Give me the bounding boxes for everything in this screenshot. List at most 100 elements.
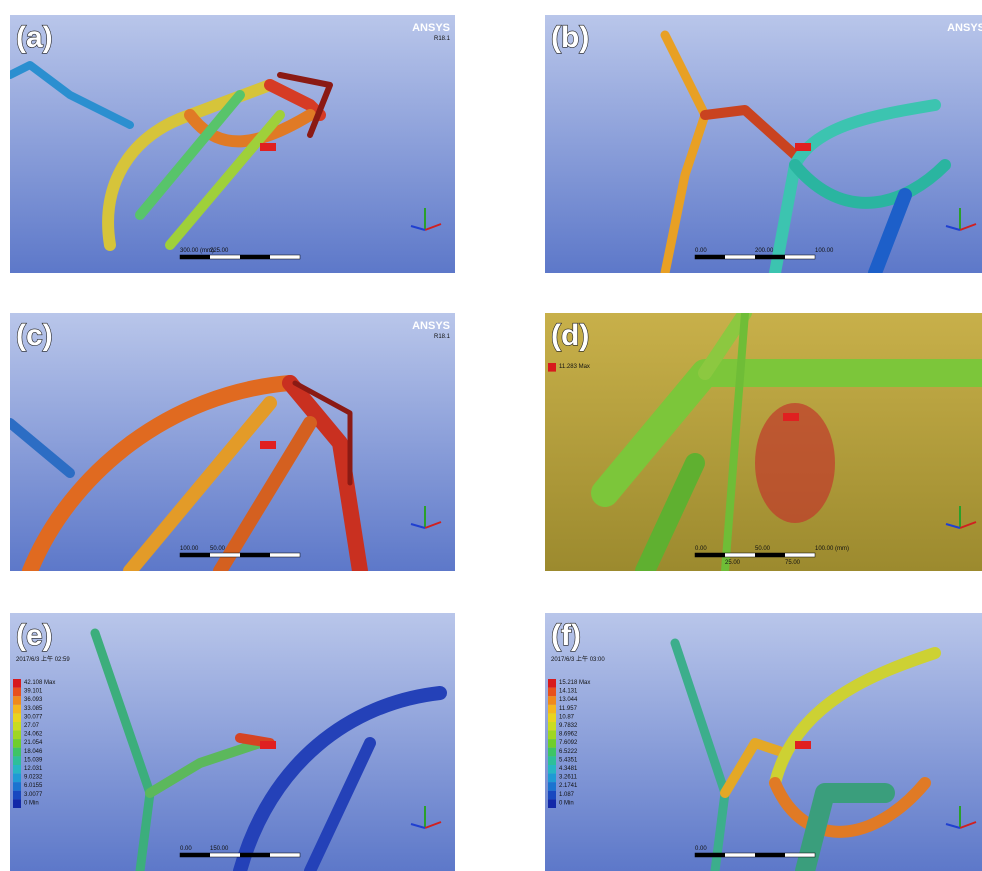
legend-value: 7.6092: [559, 740, 578, 746]
panel-label: (a): [16, 21, 53, 54]
legend-swatch: [548, 722, 556, 731]
scale-label: 300.00 (mm): [180, 248, 214, 254]
scale-label: 0.00: [695, 248, 707, 254]
legend-value: 1.087: [559, 792, 575, 798]
ansys-version: R18.1: [434, 36, 451, 42]
legend-swatch: [548, 688, 556, 697]
legend-swatch: [13, 722, 21, 731]
legend-swatch: [13, 696, 21, 705]
panel-label: (c): [16, 319, 53, 352]
legend-value: 3.0077: [24, 792, 43, 798]
max-marker: [783, 413, 799, 421]
legend-value: 0 Min: [559, 800, 574, 806]
legend-value: 36.093: [24, 697, 43, 703]
scale-bar-segment: [240, 553, 270, 557]
background: [545, 15, 982, 273]
scale-bar-segment: [180, 853, 210, 857]
max-marker: [795, 143, 811, 151]
legend-value: 33.085: [24, 706, 43, 712]
scale-label: 100.00: [815, 248, 834, 254]
scale-label: 150.00: [210, 846, 229, 852]
scale-bar-segment: [695, 553, 725, 557]
legend-value: 2.1741: [559, 783, 578, 789]
legend-swatch: [548, 791, 556, 800]
legend-value: 9.7832: [559, 723, 578, 729]
legend-swatch: [13, 688, 21, 697]
legend-swatch: [13, 679, 21, 688]
scale-label: 50.00: [755, 546, 771, 552]
ansys-logo: ANSYS: [412, 320, 450, 332]
panel-label: (d): [551, 319, 589, 352]
legend-swatch: [13, 782, 21, 791]
legend-swatch: [13, 705, 21, 714]
legend-value: 6.5222: [559, 749, 578, 755]
legend-value: 11.283 Max: [559, 364, 590, 370]
legend-value: 3.2611: [559, 775, 578, 781]
legend-value: 14.131: [559, 689, 578, 695]
scale-bar-segment: [240, 255, 270, 259]
panel-label: (e): [16, 619, 53, 652]
scale-label: 100.00: [180, 546, 199, 552]
legend-value: 30.077: [24, 714, 43, 720]
ansys-logo: ANSYS: [412, 22, 450, 34]
legend-swatch: [548, 748, 556, 757]
panel-label: (b): [551, 21, 589, 54]
scale-label: 50.00: [210, 546, 226, 552]
legend-swatch: [548, 696, 556, 705]
legend-swatch: [548, 774, 556, 783]
legend-swatch: [13, 774, 21, 783]
timestamp: 2017/6/3 上午 03:00: [551, 655, 605, 663]
max-marker: [260, 741, 276, 749]
render-panel: (a) ANSYS R18.1 300.00 (mm)225.00: [10, 15, 455, 273]
scale-bar-segment: [755, 553, 785, 557]
legend-value: 12.031: [24, 766, 43, 772]
legend-value: 15.218 Max: [559, 680, 590, 686]
legend-value: 0 Min: [24, 800, 39, 806]
legend-swatch: [13, 799, 21, 808]
legend-swatch: [548, 363, 556, 372]
background: [10, 613, 455, 871]
legend-swatch: [13, 739, 21, 748]
legend-swatch: [13, 731, 21, 740]
ansys-logo: ANSYS: [947, 22, 982, 34]
max-marker: [795, 741, 811, 749]
legend-swatch: [13, 765, 21, 774]
legend-value: 11.957: [559, 706, 578, 712]
scale-label: 75.00: [785, 560, 801, 566]
scale-bar-segment: [240, 853, 270, 857]
figure: (a) ANSYS R18.1 300.00 (mm)225.00 (b) ANSYS 0.…: [0, 0, 982, 870]
legend-value: 24.062: [24, 732, 43, 738]
scale-bar-segment: [755, 255, 785, 259]
legend-swatch: [548, 713, 556, 722]
legend-value: 8.6962: [559, 732, 578, 738]
legend-value: 10.87: [559, 714, 575, 720]
scale-label: 25.00: [725, 560, 741, 566]
scale-bar-segment: [695, 853, 725, 857]
scale-label: 0.00: [180, 846, 192, 852]
panel-label: (f): [551, 619, 581, 652]
legend-value: 18.046: [24, 749, 43, 755]
scale-bar-segment: [755, 853, 785, 857]
ansys-version: R18.1: [434, 334, 451, 340]
scale-bar-segment: [180, 255, 210, 259]
legend-swatch: [13, 748, 21, 757]
legend-swatch: [548, 739, 556, 748]
scale-label: 0.00: [695, 546, 707, 552]
render-panel: (c) ANSYS R18.1 100.00 50.00: [10, 313, 455, 571]
legend-value: 4.3481: [559, 766, 578, 772]
legend-value: 21.054: [24, 740, 43, 746]
legend-value: 9.0232: [24, 775, 43, 781]
legend-swatch: [548, 782, 556, 791]
scale-bar-segment: [180, 553, 210, 557]
legend-swatch: [548, 731, 556, 740]
timestamp: 2017/6/3 上午 02:59: [16, 655, 70, 663]
max-marker: [260, 441, 276, 449]
scale-label: 225.00: [210, 248, 229, 254]
legend-value: 27.07: [24, 723, 40, 729]
legend-value: 6.0155: [24, 783, 43, 789]
legend-value: 39.101: [24, 689, 43, 695]
legend-value: 15.039: [24, 757, 43, 763]
